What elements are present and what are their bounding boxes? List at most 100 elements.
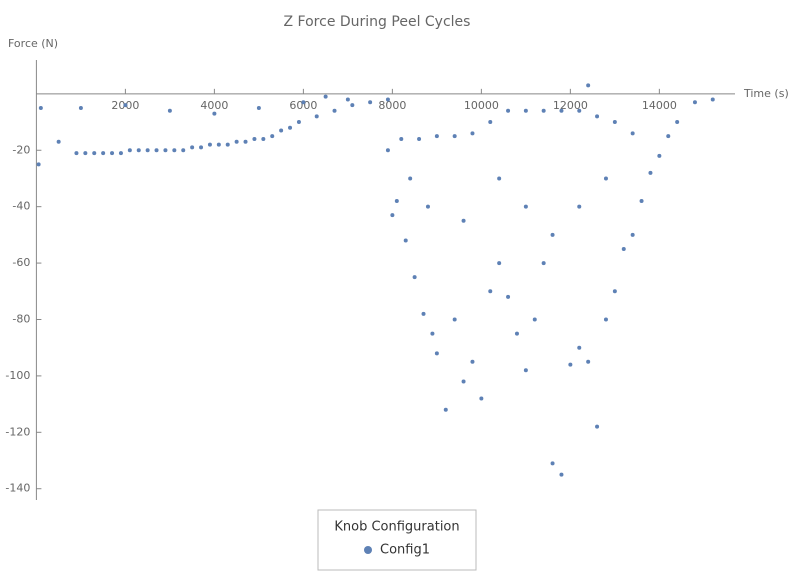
point	[577, 108, 582, 113]
point	[412, 275, 417, 280]
point	[385, 97, 390, 102]
point	[385, 148, 390, 153]
point	[577, 204, 582, 209]
point	[154, 148, 159, 153]
point	[243, 139, 248, 144]
point	[452, 317, 457, 322]
point	[430, 331, 435, 336]
point	[163, 148, 168, 153]
y-tick-label: -100	[5, 369, 30, 382]
y-tick-label: -20	[12, 143, 30, 156]
point	[603, 176, 608, 181]
point	[586, 359, 591, 364]
point	[345, 97, 350, 102]
point	[692, 100, 697, 105]
point	[506, 294, 511, 299]
point	[256, 105, 261, 110]
point	[603, 317, 608, 322]
point	[630, 131, 635, 136]
point	[577, 345, 582, 350]
x-tick-label: 10000	[464, 99, 499, 112]
y-axis-label: Force (N)	[8, 37, 58, 50]
point	[595, 114, 600, 119]
point	[421, 311, 426, 316]
point	[470, 359, 475, 364]
point	[212, 111, 217, 116]
y-tick-label: -80	[12, 312, 30, 325]
point	[550, 232, 555, 237]
x-tick-label: 12000	[553, 99, 588, 112]
point	[434, 134, 439, 139]
x-axis-label: Time (s)	[743, 87, 789, 100]
y-tick-label: -120	[5, 425, 30, 438]
point	[301, 100, 306, 105]
point	[190, 145, 195, 150]
point	[550, 461, 555, 466]
point	[541, 108, 546, 113]
point	[479, 396, 484, 401]
point	[127, 148, 132, 153]
point	[595, 424, 600, 429]
point	[38, 105, 43, 110]
point	[621, 246, 626, 251]
point	[123, 103, 128, 108]
point	[181, 148, 186, 153]
point	[234, 139, 239, 144]
point	[207, 142, 212, 147]
point	[403, 238, 408, 243]
point	[452, 134, 457, 139]
point	[145, 148, 150, 153]
legend-title: Knob Configuration	[334, 520, 459, 535]
point	[648, 170, 653, 175]
point	[559, 108, 564, 113]
point	[83, 151, 88, 156]
point	[399, 136, 404, 141]
point	[172, 148, 177, 153]
point	[408, 176, 413, 181]
point	[36, 162, 41, 167]
point	[461, 218, 466, 223]
x-tick-label: 8000	[378, 99, 406, 112]
point	[417, 136, 422, 141]
point	[252, 136, 257, 141]
point	[279, 128, 284, 133]
point	[710, 97, 715, 102]
point	[216, 142, 221, 147]
point	[506, 108, 511, 113]
point	[74, 151, 79, 156]
point	[612, 289, 617, 294]
x-tick-label: 14000	[642, 99, 677, 112]
y-tick-label: -60	[12, 256, 30, 269]
point	[56, 139, 61, 144]
point	[78, 105, 83, 110]
legend-box	[317, 509, 477, 571]
chart-title: Z Force During Peel Cycles	[284, 14, 471, 30]
point	[368, 100, 373, 105]
point	[92, 151, 97, 156]
point	[568, 362, 573, 367]
point	[350, 103, 355, 108]
point	[434, 351, 439, 356]
point	[225, 142, 230, 147]
point	[270, 134, 275, 139]
point	[394, 199, 399, 204]
x-tick-label: 4000	[200, 99, 228, 112]
point	[314, 114, 319, 119]
point	[110, 151, 115, 156]
point	[523, 368, 528, 373]
point	[425, 204, 430, 209]
point	[296, 120, 301, 125]
point	[488, 120, 493, 125]
point	[497, 176, 502, 181]
point	[497, 261, 502, 266]
point	[443, 407, 448, 412]
point	[261, 136, 266, 141]
point	[514, 331, 519, 336]
point	[612, 120, 617, 125]
point	[523, 204, 528, 209]
point	[323, 94, 328, 99]
point	[541, 261, 546, 266]
point	[118, 151, 123, 156]
legend-label: Config1	[380, 543, 430, 558]
point	[470, 131, 475, 136]
